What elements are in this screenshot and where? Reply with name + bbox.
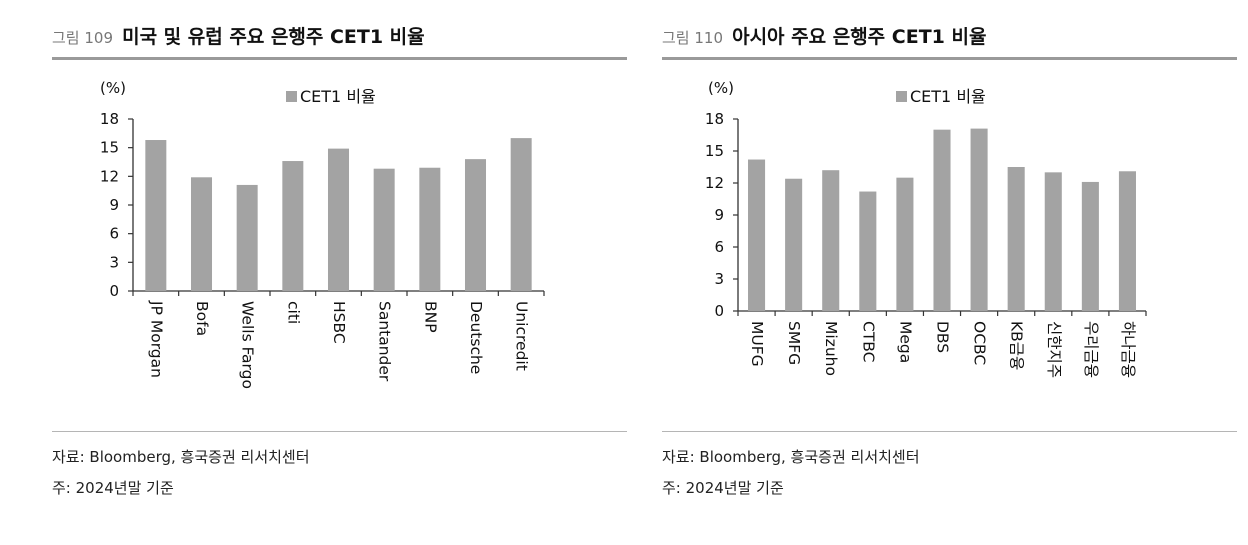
cet1-chart-us-europe: (%) CET1 비율 0 3 6 9 12 15 18 JP Morgan Bofa Wells F… [100,79,545,389]
x-category-label: Mega [896,321,914,363]
bar-2 [785,178,803,311]
y-tick-label: 15 [100,139,119,157]
bar-9 [510,138,532,291]
basis-note: 주: 2024년말 기준 [662,479,784,497]
figure-title: 아시아 주요 은행주 CET1 비율 [732,26,987,48]
x-category-label: HSBC [330,301,348,344]
bar-10 [1081,181,1099,311]
y-tick-label: 18 [100,110,119,128]
bar-5 [327,148,350,291]
bar-2 [190,177,213,291]
y-axis-unit-label: (%) [708,79,734,97]
bar-3 [236,184,258,291]
bar-6 [933,129,951,311]
panel-asia: 그림 110 아시아 주요 은행주 CET1 비율 (%) CET1 비율 0 3 6 9… [662,0,1237,545]
x-category-label: Unicredit [513,301,531,371]
bar-4 [859,191,877,311]
legend-swatch [896,91,907,102]
y-tick-label: 18 [705,110,724,128]
y-tick-label: 15 [705,142,724,160]
legend-label: CET1 비율 [300,87,376,106]
y-tick-label: 3 [714,270,724,288]
y-tick-label: 9 [714,206,724,224]
title-rule [52,57,627,60]
title-rule [662,57,1237,60]
bar-3 [822,170,840,311]
bar-11 [1118,171,1136,311]
x-category-label: 하나금융 [1119,321,1137,378]
bar-1 [145,140,167,291]
x-category-label: BNP [421,301,439,333]
bar-7 [970,128,988,311]
footer-rule [662,431,1237,432]
figure-title-block: 그림 110 아시아 주요 은행주 CET1 비율 [662,22,986,49]
bar-8 [464,159,487,291]
panel-us-europe: 그림 109 미국 및 유럽 주요 은행주 CET1 비율 (%) CET1 비율… [52,0,627,545]
bar-4 [282,161,304,291]
bar-6 [373,168,395,291]
y-tick-label: 3 [109,253,119,271]
legend-swatch [286,91,297,102]
y-tick-label: 0 [109,282,119,300]
x-category-label: JP Morgan [147,300,165,378]
source-note: 자료: Bloomberg, 흥국증권 리서치센터 [52,448,310,466]
figure-number: 그림 110 [662,29,723,47]
figure-title: 미국 및 유럽 주요 은행주 CET1 비율 [122,26,425,48]
cet1-chart-asia: (%) CET1 비율 0 3 6 9 12 15 18 MUFG SMFG Mizuho CTBC Me… [705,79,1147,378]
basis-note: 주: 2024년말 기준 [52,479,174,497]
y-tick-label: 6 [714,238,724,256]
x-category-label: OCBC [971,321,989,365]
x-category-label: 우리금융 [1082,321,1100,378]
figure-number: 그림 109 [52,29,113,47]
legend-label: CET1 비율 [910,87,986,106]
figure-title-block: 그림 109 미국 및 유럽 주요 은행주 CET1 비율 [52,22,425,49]
bar-9 [1044,172,1062,311]
bar-1 [748,159,766,311]
y-tick-label: 0 [714,302,724,320]
x-category-label: Wells Fargo [239,301,257,389]
source-note: 자료: Bloomberg, 흥국증권 리서치센터 [662,448,920,466]
x-category-label: KB금융 [1008,321,1026,370]
x-category-label: Deutsche [467,301,485,374]
x-category-label: citi [284,301,302,324]
x-category-label: 신한지주 [1045,321,1063,378]
x-category-label: MUFG [748,321,766,367]
x-category-label: Santander [376,301,394,382]
y-tick-label: 6 [109,225,119,243]
y-axis-unit-label: (%) [100,79,126,97]
y-tick-label: 12 [705,174,724,192]
bar-8 [1007,167,1025,311]
bar-7 [419,167,441,291]
y-tick-label: 12 [100,167,119,185]
footer-rule [52,431,627,432]
x-category-label: DBS [934,321,952,353]
x-category-label: Bofa [193,301,211,336]
bar-5 [896,177,914,311]
x-category-label: CTBC [859,321,877,362]
y-tick-label: 9 [109,196,119,214]
x-category-label: SMFG [785,321,803,365]
x-category-label: Mizuho [822,321,840,376]
